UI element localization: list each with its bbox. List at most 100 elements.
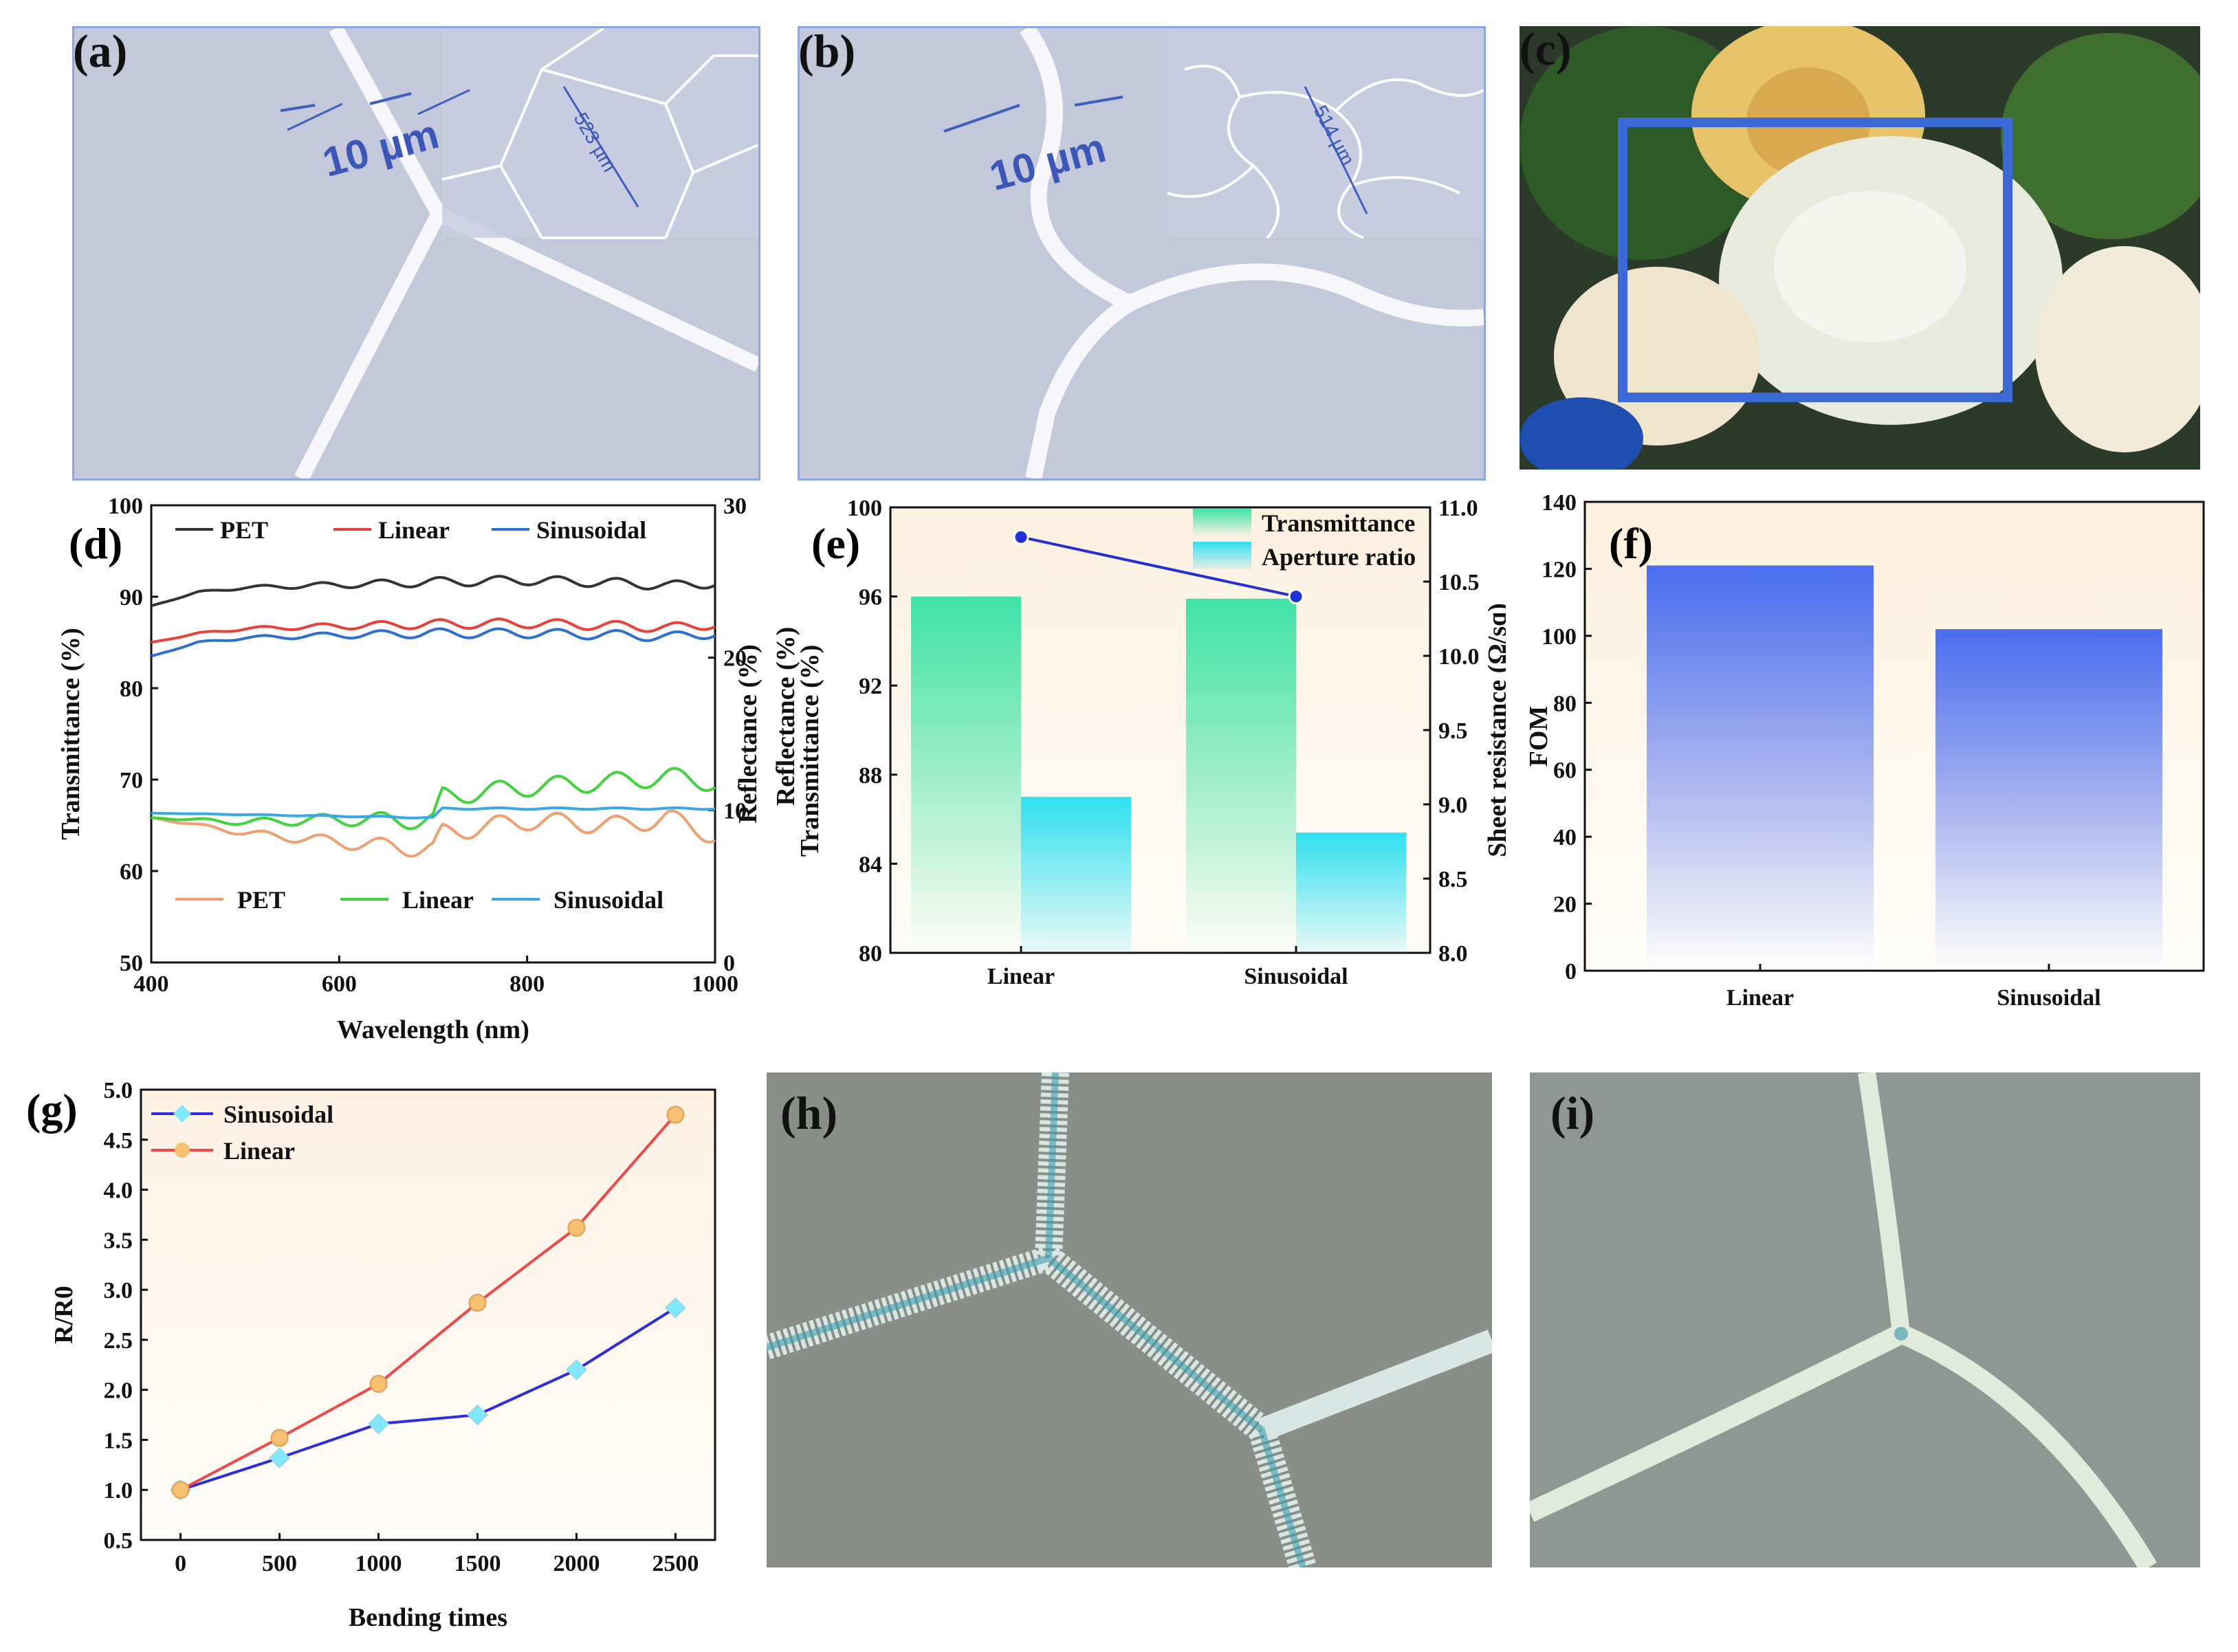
y-tick-label: 96	[859, 585, 882, 610]
y2-tick-label: 30	[723, 494, 747, 519]
x-tick-label: 1500	[454, 1551, 501, 1576]
x-axis-title: Wavelength (nm)	[337, 1015, 529, 1044]
x-tick-label: 1000	[692, 971, 738, 997]
micrograph-b: (b) 10 µm 514 µm	[798, 26, 1486, 481]
chart-g-svg: 0 500 1000 1500 2000 2500 0.5 1.0 1.5 2.0 2.5 3.0 3.…	[26, 1078, 716, 1632]
x-axis-title: Bending times	[349, 1603, 507, 1632]
y-tick-label: 1.5	[104, 1428, 133, 1453]
panel-label-c: (c)	[1520, 26, 1572, 75]
legend-marker	[173, 1105, 191, 1123]
legend-swatch-transmittance	[1193, 509, 1251, 536]
legend-label: Transmittance	[1262, 509, 1415, 537]
micrograph-i: (i)	[1530, 1072, 2200, 1567]
marker-linear	[468, 1294, 487, 1312]
bar-transmittance	[1186, 598, 1296, 953]
y2-axis-title: Sheet resistance (Ω/sq)	[1483, 603, 1506, 857]
marker-linear	[171, 1481, 190, 1499]
y-tick-label: 70	[120, 768, 143, 793]
y-tick-label: 80	[120, 676, 143, 702]
y-tick-label: 84	[859, 852, 882, 877]
series-line-sinusoidal	[179, 1306, 677, 1492]
mesh-lines-b	[943, 28, 1484, 478]
x-tick-label: 400	[134, 971, 169, 997]
marker-sinusoidal	[664, 1297, 686, 1319]
x-tick-label: 600	[322, 971, 357, 997]
chart-d-svg: 400 600 800 100050607080901000102030Wavelen…	[56, 494, 763, 1044]
y-tick-label: 0	[1565, 959, 1577, 984]
mesh-lines-i	[1530, 1072, 2200, 1567]
legend-label: Aperture ratio	[1262, 543, 1416, 571]
marker-sinusoidal	[269, 1447, 290, 1469]
marker-sinusoidal	[566, 1359, 587, 1380]
panel-label-i: (i)	[1550, 1087, 1595, 1139]
x-tick-label: Linear	[987, 964, 1055, 989]
mesh-lines-a	[280, 28, 758, 478]
x-tick-label: 2000	[553, 1551, 600, 1576]
marker-linear	[270, 1429, 289, 1447]
panel-label-e: (e)	[811, 519, 860, 568]
legend-label: Sinusoidal	[223, 1101, 333, 1128]
transmittance-line-sinusoidal	[151, 627, 716, 658]
y-tick-label: 2.5	[104, 1328, 133, 1354]
bar-aperture-ratio	[1296, 833, 1406, 953]
bar-aperture-ratio	[1021, 797, 1131, 953]
marker-sinusoidal	[368, 1413, 389, 1435]
x-tick-label: 2500	[652, 1551, 699, 1576]
x-tick-label: 500	[262, 1551, 297, 1576]
micrograph-h: (h)	[767, 1072, 1492, 1567]
y-axis-title-overlay: Reflectance (%)	[771, 627, 800, 806]
panel-label-a: (a)	[73, 26, 128, 77]
y2-tick-label: 9.0	[1438, 793, 1468, 818]
panel-label-b: (b)	[798, 26, 856, 77]
y-tick-label: 0.5	[104, 1528, 133, 1554]
chart-e-svg: Linear Sinusoidal 80 84 88 92 96 100 8.0 8.5 9.0 9.…	[771, 496, 1512, 989]
marker-linear	[369, 1374, 388, 1393]
photo-flowers-c: (c)	[1520, 26, 2200, 470]
legend-label: Linear	[378, 516, 450, 544]
chart-g: 0 500 1000 1500 2000 2500 0.5 1.0 1.5 2.0 2.5 3.0 3.…	[0, 1059, 749, 1649]
chart-d: 400 600 800 1000 50 60 70 80 90 100 0 10 20 30 Wavelen…	[0, 481, 763, 1059]
plot-frame	[150, 504, 716, 964]
y-tick-label: 20	[1553, 892, 1577, 918]
y-tick-label: 2.0	[104, 1378, 133, 1404]
chart-e: Linear Sinusoidal 80 84 88 92 96 100 8.0 8.5 9.0 9.…	[763, 481, 1512, 1004]
bar-fom	[1647, 565, 1874, 971]
y2-tick-label: 10.5	[1438, 570, 1480, 595]
y-tick-label: 120	[1542, 557, 1577, 582]
y-tick-label: 60	[120, 859, 143, 885]
y-axis-title: R/R0	[50, 1286, 78, 1343]
reflectance-line-linear	[151, 767, 716, 830]
y-axis-title: Transmittance (%)	[56, 628, 85, 840]
y2-tick-label: 8.0	[1438, 941, 1468, 967]
y-tick-label: 3.0	[104, 1278, 133, 1303]
marker-sinusoidal	[467, 1404, 488, 1426]
y-tick-label: 92	[859, 674, 882, 699]
legend-label: PET	[220, 516, 268, 544]
bar-fom	[1935, 629, 2162, 971]
y2-tick-label: 10	[723, 798, 747, 824]
y-tick-label: 80	[859, 941, 882, 967]
legend-swatch-aperture	[1193, 542, 1251, 569]
x-tick-label: 800	[509, 971, 545, 997]
sheet-resistance-point	[1288, 588, 1304, 605]
y2-tick-label: 9.5	[1438, 718, 1468, 744]
reflectance-line-pet	[151, 809, 716, 858]
y-tick-label: 140	[1542, 490, 1577, 516]
y-axis-title: Transmittance (%)	[796, 645, 824, 857]
y-tick-label: 100	[108, 494, 143, 519]
y2-tick-label: 20	[723, 646, 747, 672]
legend-label: PET	[237, 886, 285, 914]
legend-marker	[175, 1143, 190, 1158]
y-axis-title: FOM	[1524, 706, 1553, 767]
y-tick-label: 4.0	[104, 1178, 133, 1204]
reflectance-line-sinusoidal	[151, 806, 716, 819]
y-tick-label: 5.0	[104, 1078, 133, 1103]
series-line-linear	[179, 1114, 677, 1491]
y2-tick-label: 0	[723, 951, 735, 976]
y-tick-label: 100	[1542, 624, 1577, 650]
transmittance-line-linear	[151, 617, 716, 644]
y-tick-label: 80	[1553, 691, 1577, 716]
y2-tick-label: 8.5	[1438, 867, 1468, 892]
marker-linear	[666, 1105, 685, 1124]
panel-label-f: (f)	[1609, 519, 1653, 568]
